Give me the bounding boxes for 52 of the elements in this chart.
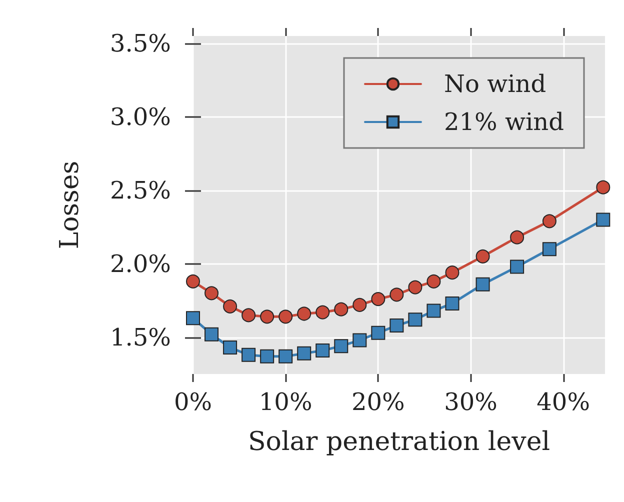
point [278, 310, 293, 324]
point [204, 286, 219, 300]
y-tick-label: 2.0% [110, 250, 171, 278]
point [408, 280, 422, 294]
point [445, 266, 460, 280]
point [408, 312, 422, 327]
point [510, 230, 524, 244]
point [445, 296, 460, 310]
point [542, 242, 556, 256]
x-tick-label: 40% [536, 388, 590, 416]
point [204, 327, 219, 342]
y-tick-label: 3.5% [110, 29, 171, 58]
point [476, 249, 490, 264]
y-tick-label: 2.5% [110, 176, 171, 204]
point [316, 343, 330, 358]
point [390, 318, 404, 333]
point [316, 305, 330, 320]
point [297, 306, 312, 321]
point [260, 349, 274, 364]
point [510, 260, 524, 274]
point [223, 340, 238, 355]
point [278, 349, 293, 364]
point [186, 274, 200, 288]
point [371, 326, 386, 340]
point [260, 310, 274, 324]
y-tick-label: 3.0% [110, 102, 171, 131]
point [297, 346, 312, 360]
point [334, 339, 348, 354]
y-axis-title: Losses [55, 160, 85, 250]
point [242, 348, 256, 362]
point [352, 333, 367, 348]
point [476, 277, 490, 292]
point [426, 304, 441, 318]
point [334, 302, 348, 316]
point [596, 212, 610, 227]
point [186, 311, 200, 326]
legend-label: 21% wind [444, 108, 564, 136]
point [371, 292, 386, 306]
legend-label: No wind [444, 70, 546, 98]
point [426, 274, 441, 288]
x-tick-label: 0% [174, 388, 212, 416]
x-tick-label: 10% [258, 388, 312, 416]
y-tick-label: 1.5% [110, 323, 171, 352]
point [223, 299, 238, 314]
x-tick-label: 20% [351, 388, 405, 416]
x-axis-title: Solar penetration level [248, 427, 550, 457]
point [542, 214, 556, 228]
point [596, 180, 610, 194]
point [390, 288, 404, 302]
point [352, 298, 367, 312]
x-tick-label: 30% [444, 388, 498, 416]
point [242, 308, 256, 322]
